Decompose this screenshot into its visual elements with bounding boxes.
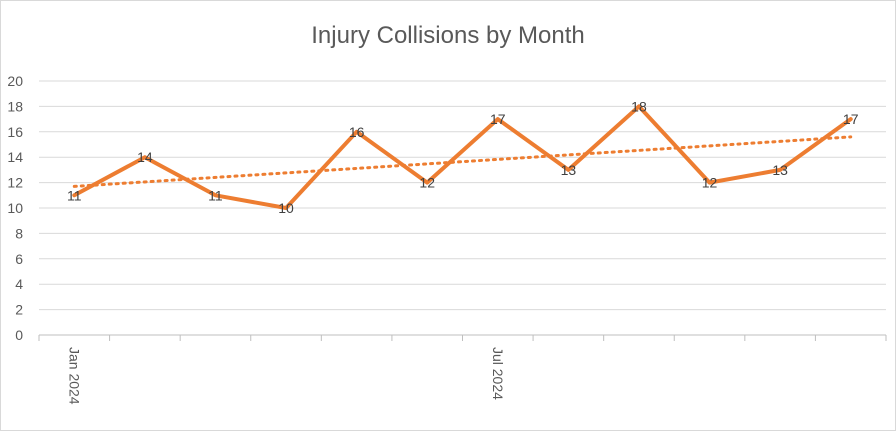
y-tick-label: 10 [7,200,23,216]
data-label: 11 [208,187,223,203]
x-tick-label: Jan 2024 [66,347,82,405]
y-tick-label: 20 [7,73,23,89]
data-label: 11 [67,187,82,203]
y-tick-label: 4 [15,276,23,292]
x-tick-label: Jul 2024 [490,347,506,400]
data-label: 16 [349,124,365,140]
data-label: 13 [561,162,577,178]
y-tick-label: 18 [7,98,23,114]
y-tick-label: 12 [7,175,23,191]
y-tick-label: 14 [7,149,23,165]
data-label: 17 [490,111,506,127]
series-line-0 [72,104,853,210]
data-labels: 11 14 11 10 16 12 17 13 18 12 13 17 [67,98,859,216]
axes: 0 2 4 6 8 10 12 14 16 18 20 Jan 2024 Jul 2024 [7,73,887,405]
data-label: 13 [772,162,788,178]
y-tick-label: 16 [7,124,23,140]
data-label: 12 [702,175,718,191]
chart-title: Injury Collisions by Month [311,22,584,49]
data-label: 12 [419,175,435,191]
y-tick-label: 2 [15,302,23,318]
y-tick-label: 6 [15,251,23,267]
data-label: 10 [278,200,294,216]
y-tick-label: 0 [15,327,23,343]
y-tick-label: 8 [15,225,23,241]
series-layer [72,104,853,210]
data-label: 14 [137,149,153,165]
data-label: 18 [631,98,647,114]
data-label: 17 [843,111,859,127]
gridlines [39,80,886,311]
